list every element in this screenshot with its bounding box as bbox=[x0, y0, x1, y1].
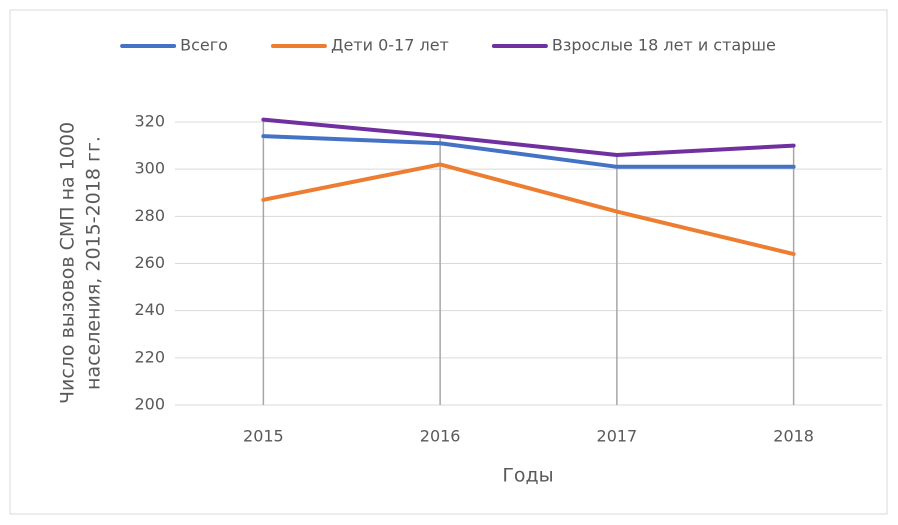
y-tick-label: 200 bbox=[134, 395, 165, 414]
x-tick-label: 2018 bbox=[773, 427, 814, 446]
x-tick-label: 2017 bbox=[597, 427, 638, 446]
series-line bbox=[261, 162, 796, 257]
y-tick-label: 240 bbox=[134, 300, 165, 319]
x-axis-title: Годы bbox=[502, 465, 553, 487]
y-tick-label: 320 bbox=[134, 112, 165, 131]
y-axis-title: населения, 2015-2018 гг. bbox=[83, 136, 105, 390]
legend-label: Всего bbox=[180, 36, 228, 55]
x-tick-label: 2016 bbox=[420, 427, 461, 446]
y-axis-title: Число вызовов СМП на 1000 bbox=[57, 122, 79, 404]
y-tick-label: 220 bbox=[134, 347, 165, 366]
series-line bbox=[261, 117, 796, 158]
legend-label: Дети 0-17 лет bbox=[331, 36, 449, 55]
y-tick-label: 280 bbox=[134, 206, 165, 225]
x-tick-label: 2015 bbox=[243, 427, 284, 446]
y-tick-label: 260 bbox=[134, 253, 165, 272]
chart-frame bbox=[9, 9, 888, 515]
series-line bbox=[261, 134, 796, 169]
legend-label: Взрослые 18 лет и старше bbox=[552, 36, 776, 55]
y-tick-label: 300 bbox=[134, 159, 165, 178]
